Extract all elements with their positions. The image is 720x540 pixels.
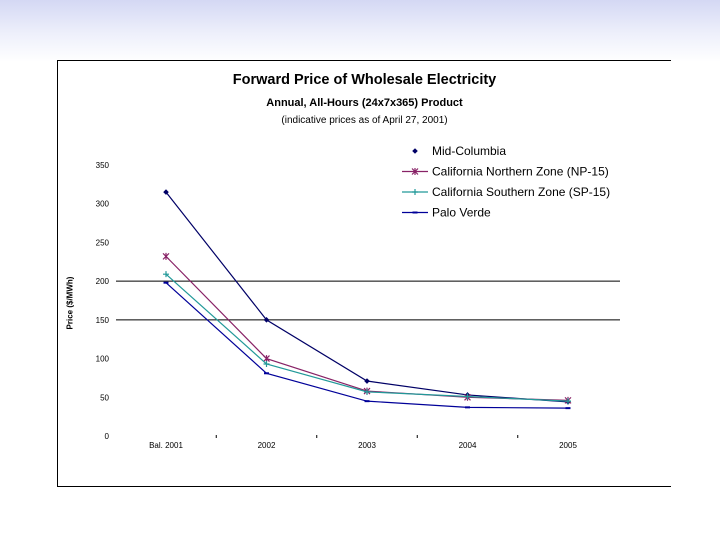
- data-point-s1-0: [162, 252, 170, 260]
- legend-label-2: California Southern Zone (SP-15): [432, 185, 610, 199]
- chart-frame: Forward Price of Wholesale Electricity A…: [57, 60, 671, 487]
- legend-marker-0: [412, 148, 418, 154]
- data-point-s0-2: [364, 378, 370, 384]
- x-tick-label-4: 2005: [559, 441, 577, 450]
- data-point-s0-0: [163, 189, 169, 195]
- plot-area: 0 50 100 150 200 250 300 350 Bal. 2001 2002 2003 20…: [96, 144, 620, 450]
- x-tick-label-1: 2002: [258, 441, 276, 450]
- x-tick-label-3: 2004: [459, 441, 477, 450]
- legend-marker-1: [411, 168, 419, 175]
- y-tick-label-50: 50: [100, 393, 109, 402]
- data-point-s1-1: [263, 355, 270, 363]
- chart-title: Forward Price of Wholesale Electricity: [232, 72, 497, 88]
- x-tick-label-2: 2003: [358, 441, 376, 450]
- legend-label-1: California Northern Zone (NP-15): [432, 165, 609, 179]
- y-tick-label-200: 200: [96, 277, 110, 286]
- legend-label-0: Mid-Columbia: [432, 144, 506, 158]
- chart-subtitle: Annual, All-Hours (24x7x365) Product: [266, 97, 463, 109]
- legend-marker-2: [412, 189, 418, 195]
- data-point-s2-3: [464, 393, 471, 400]
- slide-header-gradient: [0, 0, 720, 62]
- chart-note: (indicative prices as of April 27, 2001): [281, 115, 448, 126]
- data-point-s2-2: [364, 388, 370, 395]
- y-tick-label-150: 150: [96, 316, 110, 325]
- data-point-s2-4: [565, 398, 571, 405]
- legend-label-3: Palo Verde: [432, 206, 491, 220]
- x-tick-label-0: Bal. 2001: [149, 441, 183, 450]
- y-tick-label-100: 100: [96, 355, 110, 364]
- data-point-s2-1: [263, 360, 270, 367]
- y-tick-label-0: 0: [105, 432, 110, 441]
- data-point-s0-1: [263, 317, 270, 323]
- y-tick-label-350: 350: [96, 161, 110, 170]
- data-point-s2-0: [163, 271, 169, 278]
- y-tick-label-300: 300: [96, 200, 110, 209]
- y-tick-label-250: 250: [96, 238, 110, 247]
- series-line-0: [165, 191, 569, 403]
